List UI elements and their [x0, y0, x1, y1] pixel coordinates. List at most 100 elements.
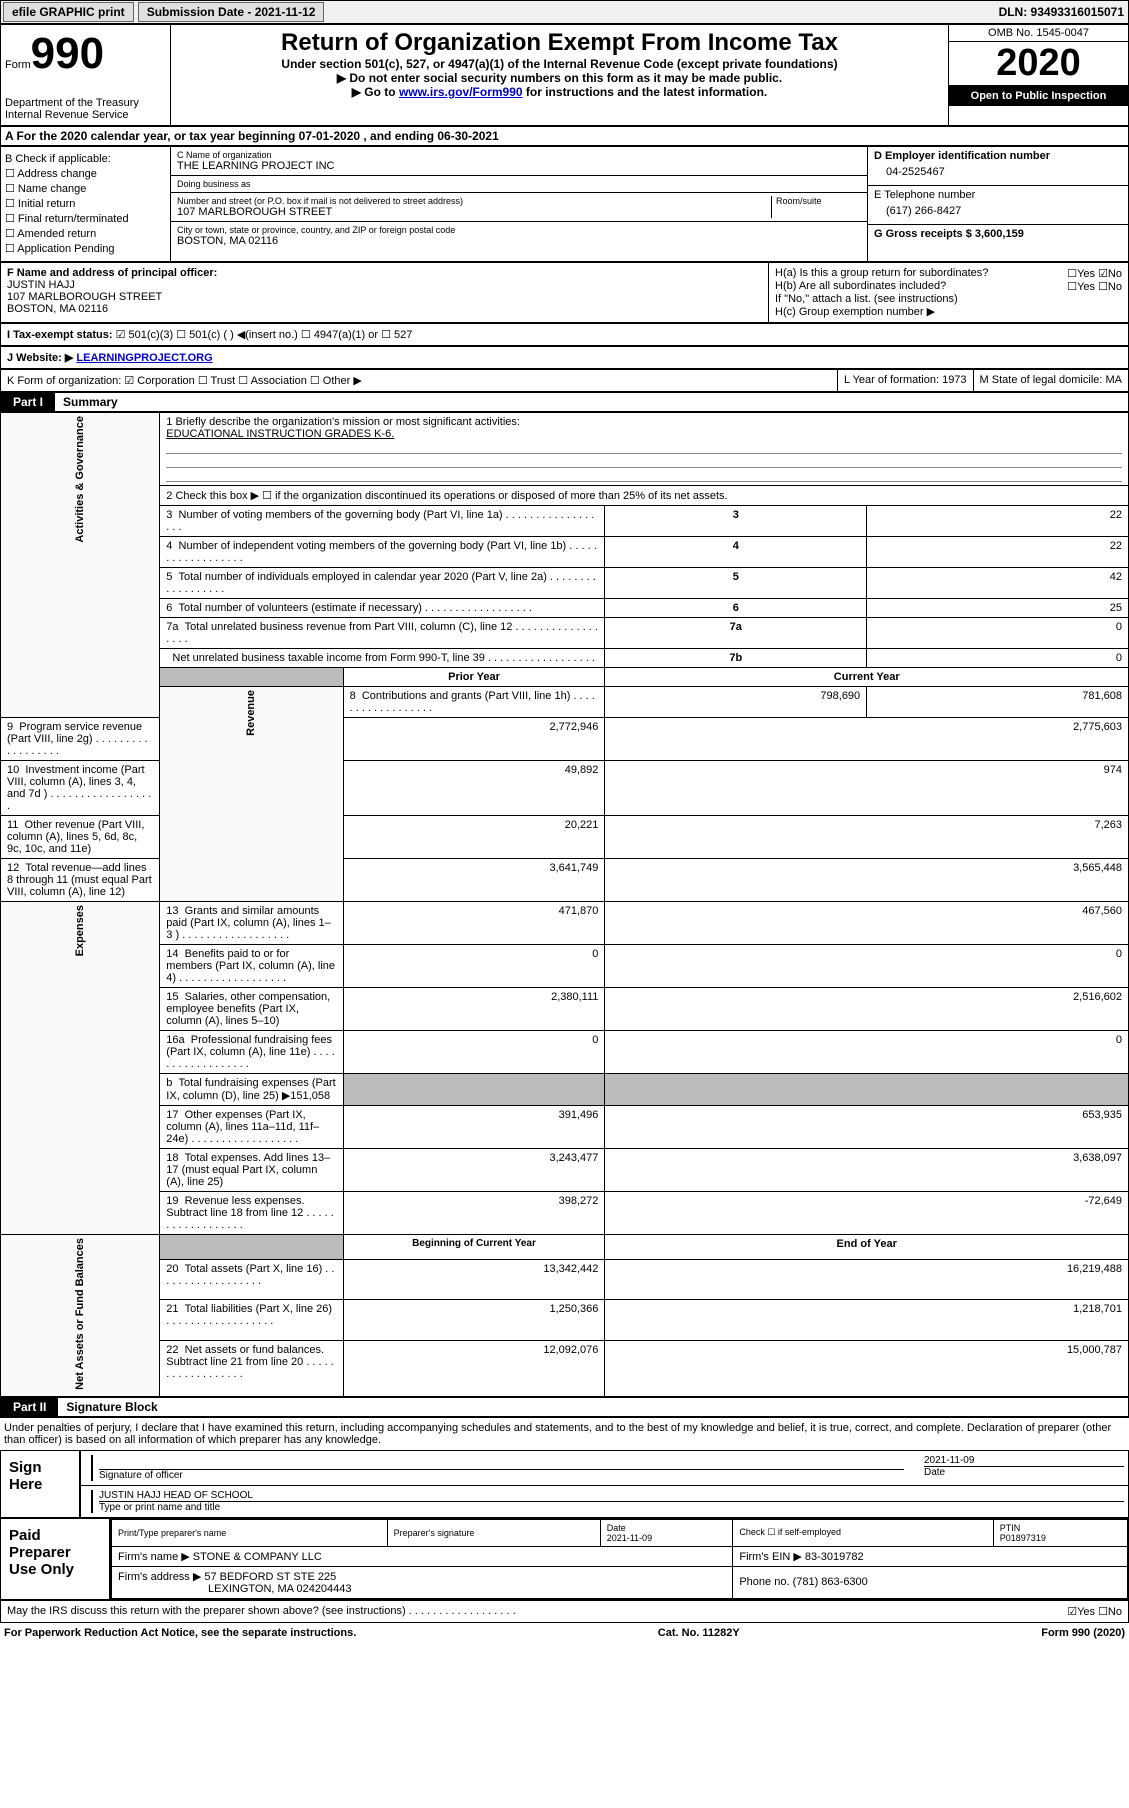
k-m: M State of legal domicile: MA — [973, 370, 1128, 391]
discuss-a[interactable]: ☑Yes ☐No — [1067, 1605, 1122, 1618]
line-1: 1 Briefly describe the organization's mi… — [160, 413, 1129, 486]
d-ein: 04-2525467 — [874, 162, 1122, 182]
instr2-pre: ▶ Go to — [352, 85, 399, 99]
ha-answer[interactable]: ☐Yes ☑No — [1067, 267, 1122, 280]
title-cell: Return of Organization Exempt From Incom… — [171, 25, 948, 125]
firm-name: STONE & COMPANY LLC — [193, 1551, 322, 1563]
summary-table: Activities & Governance 1 Briefly descri… — [0, 412, 1129, 1397]
b-label: B Check if applicable: — [5, 153, 166, 165]
omb-number: OMB No. 1545-0047 — [949, 25, 1128, 42]
prep-h2: Preparer's signature — [387, 1519, 600, 1546]
k-left[interactable]: K Form of organization: ☑ Corporation ☐ … — [1, 370, 837, 391]
b-opt-3[interactable]: ☐ Initial return — [5, 197, 166, 210]
net-row: 20 Total assets (Part X, line 16)13,342,… — [1, 1259, 1129, 1299]
footer-right: Form 990 (2020) — [1041, 1627, 1125, 1639]
hdr-beginning: Beginning of Current Year — [343, 1235, 605, 1260]
irs-link[interactable]: www.irs.gov/Form990 — [399, 85, 523, 99]
name-label: Type or print name and title — [99, 1501, 1124, 1513]
website-link[interactable]: LEARNINGPROJECT.ORG — [76, 352, 212, 364]
line-2[interactable]: 2 Check this box ▶ ☐ if the organization… — [160, 486, 1129, 506]
gray-b — [160, 668, 343, 687]
sign-date: 2021-11-09 — [924, 1455, 1124, 1466]
firm-addr1: 57 BEDFORD ST STE 225 — [204, 1571, 336, 1583]
instruction-1: ▶ Do not enter social security numbers o… — [175, 71, 944, 85]
gov-row: 7a Total unrelated business revenue from… — [1, 618, 1129, 649]
row-fh: F Name and address of principal officer:… — [0, 262, 1129, 323]
date-label: Date — [924, 1466, 1124, 1478]
top-bar: efile GRAPHIC print Submission Date - 20… — [0, 0, 1129, 24]
preparer-label: Paid Preparer Use Only — [1, 1519, 111, 1599]
exp-row: 15 Salaries, other compensation, employe… — [1, 988, 1129, 1031]
form-subtitle: Under section 501(c), 527, or 4947(a)(1)… — [175, 57, 944, 71]
c-addr-label: Number and street (or P.O. box if mail i… — [177, 196, 771, 206]
b-opt-5[interactable]: ☐ Amended return — [5, 227, 166, 240]
row-i: I Tax-exempt status: ☑ 501(c)(3) ☐ 501(c… — [0, 323, 1129, 346]
instr2-post: for instructions and the latest informat… — [523, 85, 768, 99]
sign-arrow-icon-2 — [85, 1490, 93, 1513]
side-netassets: Net Assets or Fund Balances — [1, 1235, 160, 1397]
net-row: 21 Total liabilities (Part X, line 26)1,… — [1, 1300, 1129, 1340]
preparer-block: Paid Preparer Use Only Print/Type prepar… — [0, 1518, 1129, 1600]
f-label: F Name and address of principal officer: — [7, 267, 762, 279]
d-gross: G Gross receipts $ 3,600,159 — [868, 225, 1128, 243]
col-c: C Name of organization THE LEARNING PROJ… — [171, 147, 868, 261]
sign-here-label: Sign Here — [1, 1451, 81, 1517]
firm-ein: 83-3019782 — [805, 1551, 864, 1563]
b-opt-2[interactable]: ☐ Name change — [5, 182, 166, 195]
b-opt-1[interactable]: ☐ Address change — [5, 167, 166, 180]
col-cd: C Name of organization THE LEARNING PROJ… — [171, 147, 1128, 261]
part2-title: Signature Block — [58, 1398, 165, 1416]
row-a: A For the 2020 calendar year, or tax yea… — [0, 126, 1129, 146]
discuss-row: May the IRS discuss this return with the… — [0, 1600, 1129, 1623]
i-opts[interactable]: ☑ 501(c)(3) ☐ 501(c) ( ) ◀(insert no.) ☐… — [116, 329, 413, 341]
hb-answer[interactable]: ☐Yes ☐No — [1067, 280, 1122, 293]
side-revenue: Revenue — [160, 687, 343, 902]
col-f: F Name and address of principal officer:… — [1, 263, 768, 322]
b-opt-6[interactable]: ☐ Application Pending — [5, 242, 166, 255]
efile-button[interactable]: efile GRAPHIC print — [3, 2, 134, 22]
col-b: B Check if applicable: ☐ Address change … — [1, 147, 171, 261]
b-opt-4[interactable]: ☐ Final return/terminated — [5, 212, 166, 225]
hdr-current: Current Year — [605, 668, 1129, 687]
gov-row: Net unrelated business taxable income fr… — [1, 649, 1129, 668]
exp-row: 18 Total expenses. Add lines 13–17 (must… — [1, 1149, 1129, 1192]
c-room-label: Room/suite — [771, 196, 861, 218]
tax-year: 2020 — [949, 42, 1128, 86]
exp-row: 16a Professional fundraising fees (Part … — [1, 1031, 1129, 1074]
c-city: BOSTON, MA 02116 — [177, 235, 861, 247]
exp-row: 17 Other expenses (Part IX, column (A), … — [1, 1106, 1129, 1149]
col-d: D Employer identification number 04-2525… — [868, 147, 1128, 261]
hdr-prior: Prior Year — [343, 668, 605, 687]
exp-row-16b: b Total fundraising expenses (Part IX, c… — [1, 1074, 1129, 1106]
form-number-cell: Form990 Department of the Treasury Inter… — [1, 25, 171, 125]
submission-date-button[interactable]: Submission Date - 2021-11-12 — [138, 2, 325, 22]
f-addr: 107 MARLBOROUGH STREET BOSTON, MA 02116 — [7, 291, 762, 315]
d-phone-label: E Telephone number — [874, 189, 1122, 201]
c-dba-label: Doing business as — [177, 179, 861, 189]
i-label: I Tax-exempt status: — [7, 329, 113, 341]
hc-label: H(c) Group exemption number ▶ — [775, 305, 1122, 318]
f-name: JUSTIN HAJJ — [7, 279, 762, 291]
c-name: THE LEARNING PROJECT INC — [177, 160, 861, 172]
c-city-label: City or town, state or province, country… — [177, 225, 861, 235]
gov-row: 5 Total number of individuals employed i… — [1, 568, 1129, 599]
hb-note: If "No," attach a list. (see instruction… — [775, 293, 1122, 305]
dept-text: Department of the Treasury Internal Reve… — [5, 97, 166, 121]
open-inspection: Open to Public Inspection — [949, 86, 1128, 106]
c-addr: 107 MARLBOROUGH STREET — [177, 206, 771, 218]
part1-title: Summary — [55, 393, 126, 411]
form-number: 990 — [31, 29, 104, 78]
penalties-text: Under penalties of perjury, I declare th… — [0, 1417, 1129, 1450]
sign-arrow-icon — [85, 1455, 93, 1481]
j-label: J Website: ▶ — [7, 352, 76, 364]
discuss-q: May the IRS discuss this return with the… — [7, 1605, 516, 1618]
prep-ptin: P01897319 — [1000, 1533, 1046, 1543]
prep-h4[interactable]: Check ☐ if self-employed — [733, 1519, 993, 1546]
officer-name: JUSTIN HAJJ HEAD OF SCHOOL — [99, 1490, 1124, 1501]
d-phone: (617) 266-8427 — [874, 201, 1122, 221]
form-title: Return of Organization Exempt From Incom… — [175, 29, 944, 57]
footer-left: For Paperwork Reduction Act Notice, see … — [4, 1627, 356, 1639]
gov-row: 4 Number of independent voting members o… — [1, 537, 1129, 568]
firm-addr2: LEXINGTON, MA 024204443 — [208, 1583, 352, 1595]
gov-row: 6 Total number of volunteers (estimate i… — [1, 599, 1129, 618]
